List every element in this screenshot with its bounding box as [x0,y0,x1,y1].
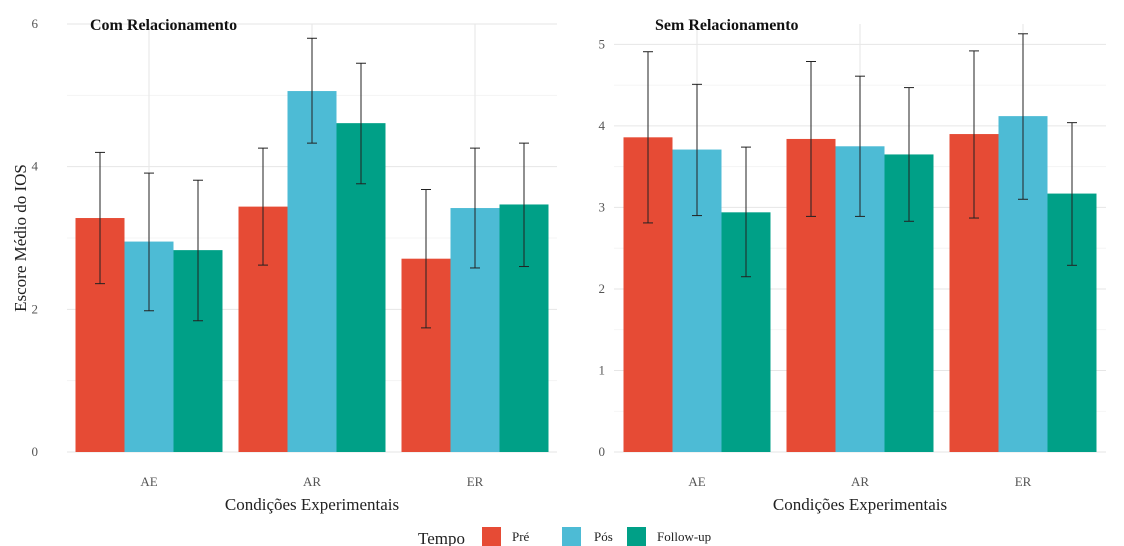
x-tick-label: AE [140,474,157,489]
y-tick-label: 4 [32,159,39,174]
x-axis-title: Condições Experimentais [225,495,399,514]
y-tick-label: 0 [32,444,39,459]
chart-panel-1: 0 2 4 6 AE AR ER Com Relacionamento Condições Ex… [11,16,557,514]
panel-title: Com Relacionamento [90,17,237,34]
y-tick-label: 1 [599,362,606,377]
bar-ar-2 [287,91,337,452]
x-axis-title: Condições Experimentais [773,495,947,514]
y-tick-label: 5 [599,36,606,51]
x-tick-label: ER [1015,474,1032,489]
x-tick-label: AR [851,474,869,489]
x-tick-label: ER [467,474,484,489]
x-tick-label: AE [688,474,705,489]
y-axis-title: Escore Médio do IOS [11,164,30,312]
x-tick-label: AR [303,474,321,489]
legend-key-1 [482,527,501,546]
y-tick-label: 6 [32,16,39,31]
panel-title: Sem Relacionamento [655,17,799,34]
y-tick-label: 2 [599,281,606,296]
y-tick-label: 4 [599,118,606,133]
legend-key-2 [562,527,581,546]
legend-title: Tempo [418,529,465,546]
chart-panel-2: 0 1 2 3 4 5 AE AR ER Sem Relacionamento Condições … [599,17,1106,514]
legend-key-3 [627,527,646,546]
y-tick-label: 2 [32,301,39,316]
legend-label: Follow-up [657,529,711,544]
legend: Tempo Pré Pós Follow-up [418,527,711,546]
legend-label: Pré [512,529,530,544]
y-tick-label: 0 [599,444,606,459]
y-tick-label: 3 [599,199,606,214]
legend-label: Pós [594,529,613,544]
